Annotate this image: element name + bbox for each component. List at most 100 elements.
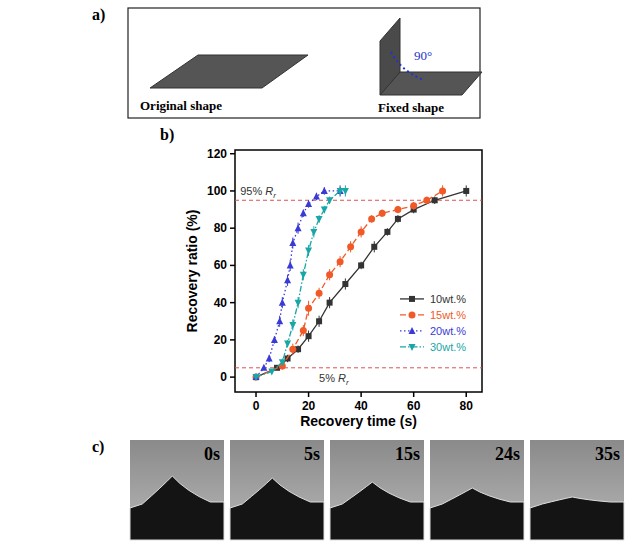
series-line xyxy=(256,191,466,377)
marker xyxy=(358,262,364,268)
plot-frame xyxy=(235,150,482,392)
marker xyxy=(432,197,438,203)
sample-shape xyxy=(430,488,524,540)
marker xyxy=(268,369,275,376)
photo-frame xyxy=(530,440,624,540)
marker xyxy=(326,197,333,204)
y-tick xyxy=(230,339,235,341)
marker xyxy=(305,248,312,255)
flat-plate xyxy=(150,55,308,88)
marker xyxy=(342,188,349,195)
photo-frame xyxy=(330,440,424,540)
legend-marker xyxy=(409,344,416,351)
reference-line xyxy=(235,367,482,368)
marker xyxy=(326,271,333,278)
raised-plate xyxy=(380,18,400,95)
marker xyxy=(253,374,259,380)
y-tick-label: 20 xyxy=(214,333,228,347)
frame-time-label: 15s xyxy=(395,444,420,464)
photo-frame xyxy=(130,440,224,540)
x-tick xyxy=(255,392,257,397)
marker xyxy=(306,333,312,339)
marker xyxy=(271,336,278,343)
marker xyxy=(276,317,283,324)
series-line xyxy=(256,191,443,377)
annotation-subscript: r xyxy=(273,191,276,200)
x-tick xyxy=(308,392,310,397)
photo-frame xyxy=(230,440,324,540)
frame-time-label: 24s xyxy=(495,444,520,464)
marker xyxy=(279,359,286,366)
marker xyxy=(313,193,320,200)
marker xyxy=(260,364,267,371)
legend-label: 30wt.% xyxy=(430,341,466,353)
marker xyxy=(316,318,322,324)
shape-label: Fixed shape xyxy=(378,100,444,115)
marker xyxy=(316,216,323,223)
annotation: 5% Rr xyxy=(319,372,349,387)
reference-line xyxy=(235,200,482,201)
panel-letter: c) xyxy=(92,438,104,456)
annotation-symbol: R xyxy=(338,372,346,384)
figure: a) b) c) 90° Original shape Fixed shape 0 20 40 6… xyxy=(0,0,637,546)
marker xyxy=(371,244,377,250)
x-tick-label: 40 xyxy=(354,399,368,413)
annotation-subscript: r xyxy=(346,378,349,387)
panel-letter: a) xyxy=(92,6,105,24)
x-tick xyxy=(360,392,362,397)
y-tick xyxy=(230,153,235,155)
shape-label: Original shape xyxy=(140,98,222,113)
annotation-symbol: R xyxy=(265,185,273,197)
y-tick-label: 120 xyxy=(207,147,227,161)
sample-shape xyxy=(330,482,424,540)
frame-time-label: 0s xyxy=(204,444,220,464)
panel-frame xyxy=(128,8,480,118)
y-tick-label: 0 xyxy=(220,370,227,384)
marker xyxy=(266,354,273,361)
legend-marker xyxy=(409,296,415,302)
annotation-text: 95% xyxy=(240,185,265,197)
frame-time-label: 35s xyxy=(595,444,620,464)
marker xyxy=(289,239,296,246)
series-line xyxy=(256,191,345,377)
marker xyxy=(284,341,291,348)
marker xyxy=(321,187,328,194)
marker xyxy=(295,224,302,231)
x-axis-title: Recovery time (s) xyxy=(300,413,417,429)
marker xyxy=(279,299,286,306)
y-tick-label: 60 xyxy=(214,258,228,272)
marker xyxy=(253,374,260,381)
marker xyxy=(384,229,390,235)
angle-label: 90° xyxy=(414,48,432,63)
legend-marker xyxy=(409,311,416,318)
y-tick xyxy=(230,190,235,192)
marker xyxy=(300,327,307,334)
marker xyxy=(305,200,312,207)
marker xyxy=(321,207,328,214)
legend-label: 10wt.% xyxy=(430,293,466,305)
marker xyxy=(347,243,354,250)
marker xyxy=(300,272,307,279)
marker xyxy=(368,215,375,222)
marker xyxy=(316,290,323,297)
marker xyxy=(463,188,469,194)
panel-letter: b) xyxy=(160,126,174,144)
marker xyxy=(394,206,401,213)
marker xyxy=(379,210,386,217)
y-tick xyxy=(230,265,235,267)
x-tick-label: 20 xyxy=(302,399,316,413)
marker xyxy=(337,258,344,265)
series-line xyxy=(256,191,340,377)
plot-area xyxy=(235,185,482,381)
y-tick xyxy=(230,227,235,229)
x-tick xyxy=(413,392,415,397)
x-tick-label: 0 xyxy=(253,399,260,413)
marker xyxy=(358,228,365,235)
marker xyxy=(439,187,446,194)
legend-label: 15wt.% xyxy=(430,309,466,321)
marker xyxy=(410,202,417,209)
marker xyxy=(342,281,348,287)
x-tick xyxy=(465,392,467,397)
y-tick xyxy=(230,376,235,378)
frame-time-label: 5s xyxy=(304,444,320,464)
